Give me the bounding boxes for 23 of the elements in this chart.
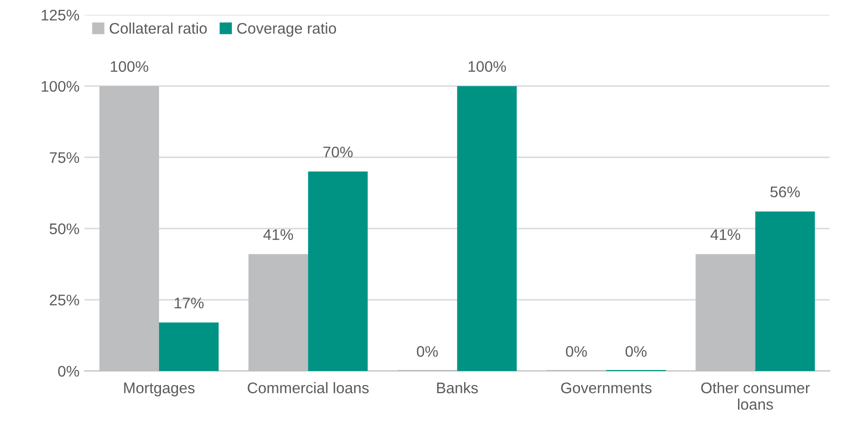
- x-tick-label: Other consumer loans: [701, 382, 810, 410]
- x-tick-label: Banks: [437, 382, 478, 394]
- x-tick-label: Commercial loans: [248, 382, 369, 394]
- data-label: 0%: [416, 346, 438, 357]
- x-tick-label: Mortgages: [124, 382, 195, 396]
- y-tick-label: 50%: [50, 223, 80, 234]
- data-label: 100%: [468, 61, 506, 72]
- y-tick-label: 25%: [50, 294, 80, 306]
- data-label: 17%: [174, 298, 204, 308]
- legend-label: Coverage ratio: [237, 22, 336, 37]
- y-tick-label: 75%: [50, 152, 80, 163]
- y-tick-label: 100%: [42, 80, 80, 92]
- legend-label: Collateral ratio: [110, 22, 207, 34]
- y-tick-label: 125%: [42, 10, 80, 21]
- data-label: 70%: [323, 146, 353, 158]
- data-label: 100%: [110, 61, 148, 72]
- x-tick-label: Governments: [561, 382, 652, 394]
- data-label: 0%: [566, 346, 587, 357]
- data-label: 41%: [710, 229, 740, 240]
- y-tick-label: 0%: [58, 366, 80, 377]
- data-label: 41%: [263, 229, 294, 240]
- data-label: 56%: [770, 186, 800, 198]
- data-label: 0%: [626, 346, 647, 357]
